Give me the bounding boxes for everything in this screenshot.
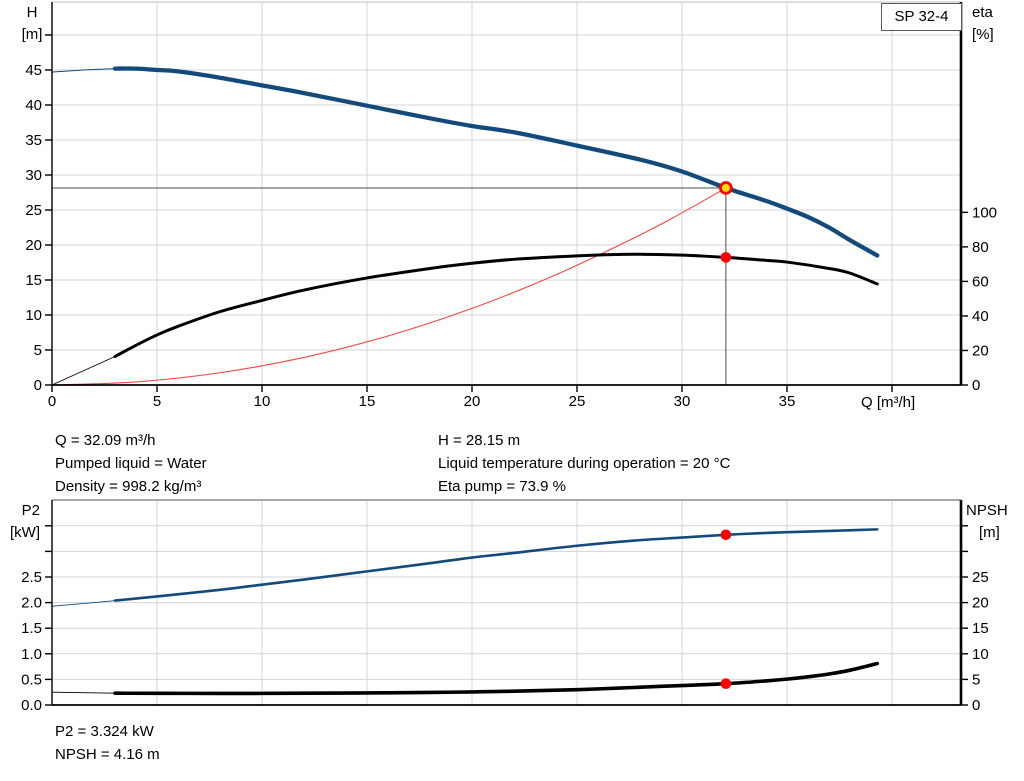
npsh-curve <box>113 661 880 696</box>
annotation-p2: P2 = 3.324 kW <box>55 723 154 740</box>
annotation-pumped-liquid: Pumped liquid = Water <box>55 455 207 472</box>
annotation-npsh: NPSH = 4.16 m <box>55 746 160 763</box>
left-tick-label: 10 <box>25 307 42 324</box>
pump-model-label: SP 32-4 <box>894 8 949 25</box>
left-tick-label: 2.0 <box>21 595 42 612</box>
head-axis-symbol: H <box>26 4 38 21</box>
p2-operating-point <box>720 529 732 541</box>
duty-point-marker[interactable] <box>719 181 733 195</box>
p2-axis-unit-label: P2 [kW] <box>0 500 40 544</box>
left-tick-label: 2.5 <box>21 569 42 586</box>
eta-operating-point <box>720 252 732 263</box>
head-axis-unit: [m] <box>21 26 43 43</box>
duty-annotations-right: H = 28.15 m Liquid temperature during op… <box>438 429 730 498</box>
p2-axis-unit: [kW] <box>10 524 40 541</box>
x-tick-label: 25 <box>569 393 586 410</box>
right-tick-label: 25 <box>972 569 989 586</box>
left-tick-label: 0.0 <box>21 697 42 714</box>
pump-model-legend-box: SP 32-4 <box>881 3 962 31</box>
x-tick-label: 5 <box>153 393 161 410</box>
eta-axis-unit: [%] <box>972 26 994 43</box>
right-tick-label: 15 <box>972 620 989 637</box>
head-axis-unit-label: H [m] <box>18 2 46 46</box>
left-tick-label: 40 <box>25 97 42 114</box>
chart-panel-0: 0 5 10 15 20 25 30 35 40 45 0 20 40 60 80 100 0 5 10 15 20 25… <box>25 1 997 410</box>
head-curve <box>112 66 880 258</box>
left-tick-label: 5 <box>34 342 42 359</box>
x-tick-label: 0 <box>48 393 56 410</box>
left-tick-label: 1.5 <box>21 620 42 637</box>
annotation-flow: Q = 32.09 m³/h <box>55 432 156 449</box>
npsh-axis-unit: [m] <box>979 524 1000 541</box>
p2-axis-symbol: P2 <box>21 502 40 519</box>
right-tick-label: 80 <box>972 239 989 256</box>
p2-curve <box>113 528 879 602</box>
npsh-curve-thin <box>51 691 116 694</box>
chart-panel-1: 0.0 0.5 1.0 1.5 2.0 2.5 0 5 10 15 20 25 <box>21 499 989 714</box>
npsh-axis-symbol: NPSH <box>966 502 1008 519</box>
npsh-axis-unit-label: NPSH [m] <box>966 500 1008 544</box>
right-tick-label: 20 <box>972 595 989 612</box>
efficiency-curve <box>113 252 879 359</box>
x-tick-label: 15 <box>359 393 376 410</box>
flow-axis-label: Q [m³/h] <box>861 394 916 411</box>
right-tick-label: 0 <box>972 697 980 714</box>
left-tick-label: 1.0 <box>21 646 42 663</box>
eta-axis-unit-label: eta [%] <box>972 2 994 46</box>
right-tick-label: 0 <box>972 377 980 394</box>
eta-axis-symbol: eta <box>972 4 993 21</box>
right-tick-label: 60 <box>972 273 989 290</box>
left-tick-label: 0.5 <box>21 671 42 688</box>
duty-annotations-left: Q = 32.09 m³/h Pumped liquid = Water Den… <box>55 429 207 498</box>
left-tick-label: 35 <box>25 132 42 149</box>
annotation-eta-pump: Eta pump = 73.9 % <box>438 478 566 495</box>
x-tick-label: 30 <box>674 393 691 410</box>
efficiency-curve-thin <box>51 356 116 386</box>
npsh-operating-point <box>720 678 732 690</box>
right-tick-label: 100 <box>972 204 997 221</box>
system-curve <box>51 187 727 386</box>
power-annotations: P2 = 3.324 kW NPSH = 4.16 m <box>55 720 160 766</box>
left-tick-label: 0 <box>34 377 42 394</box>
right-tick-label: 10 <box>972 646 989 663</box>
left-tick-label: 45 <box>25 62 42 79</box>
right-tick-label: 5 <box>972 671 980 688</box>
x-tick-label: 20 <box>464 393 481 410</box>
head-curve-thin <box>51 68 116 73</box>
left-tick-label: 25 <box>25 202 42 219</box>
right-tick-label: 20 <box>972 342 989 359</box>
x-tick-label: 10 <box>254 393 271 410</box>
annotation-liquid-temperature: Liquid temperature during operation = 20… <box>438 455 731 472</box>
left-tick-label: 30 <box>25 167 42 184</box>
p2-curve-thin <box>51 600 116 607</box>
x-tick-label: 35 <box>779 393 796 410</box>
left-tick-label: 20 <box>25 237 42 254</box>
annotation-head: H = 28.15 m <box>438 432 521 449</box>
annotation-density: Density = 998.2 kg/m³ <box>55 478 202 495</box>
left-tick-label: 15 <box>25 272 42 289</box>
right-tick-label: 40 <box>972 308 989 325</box>
